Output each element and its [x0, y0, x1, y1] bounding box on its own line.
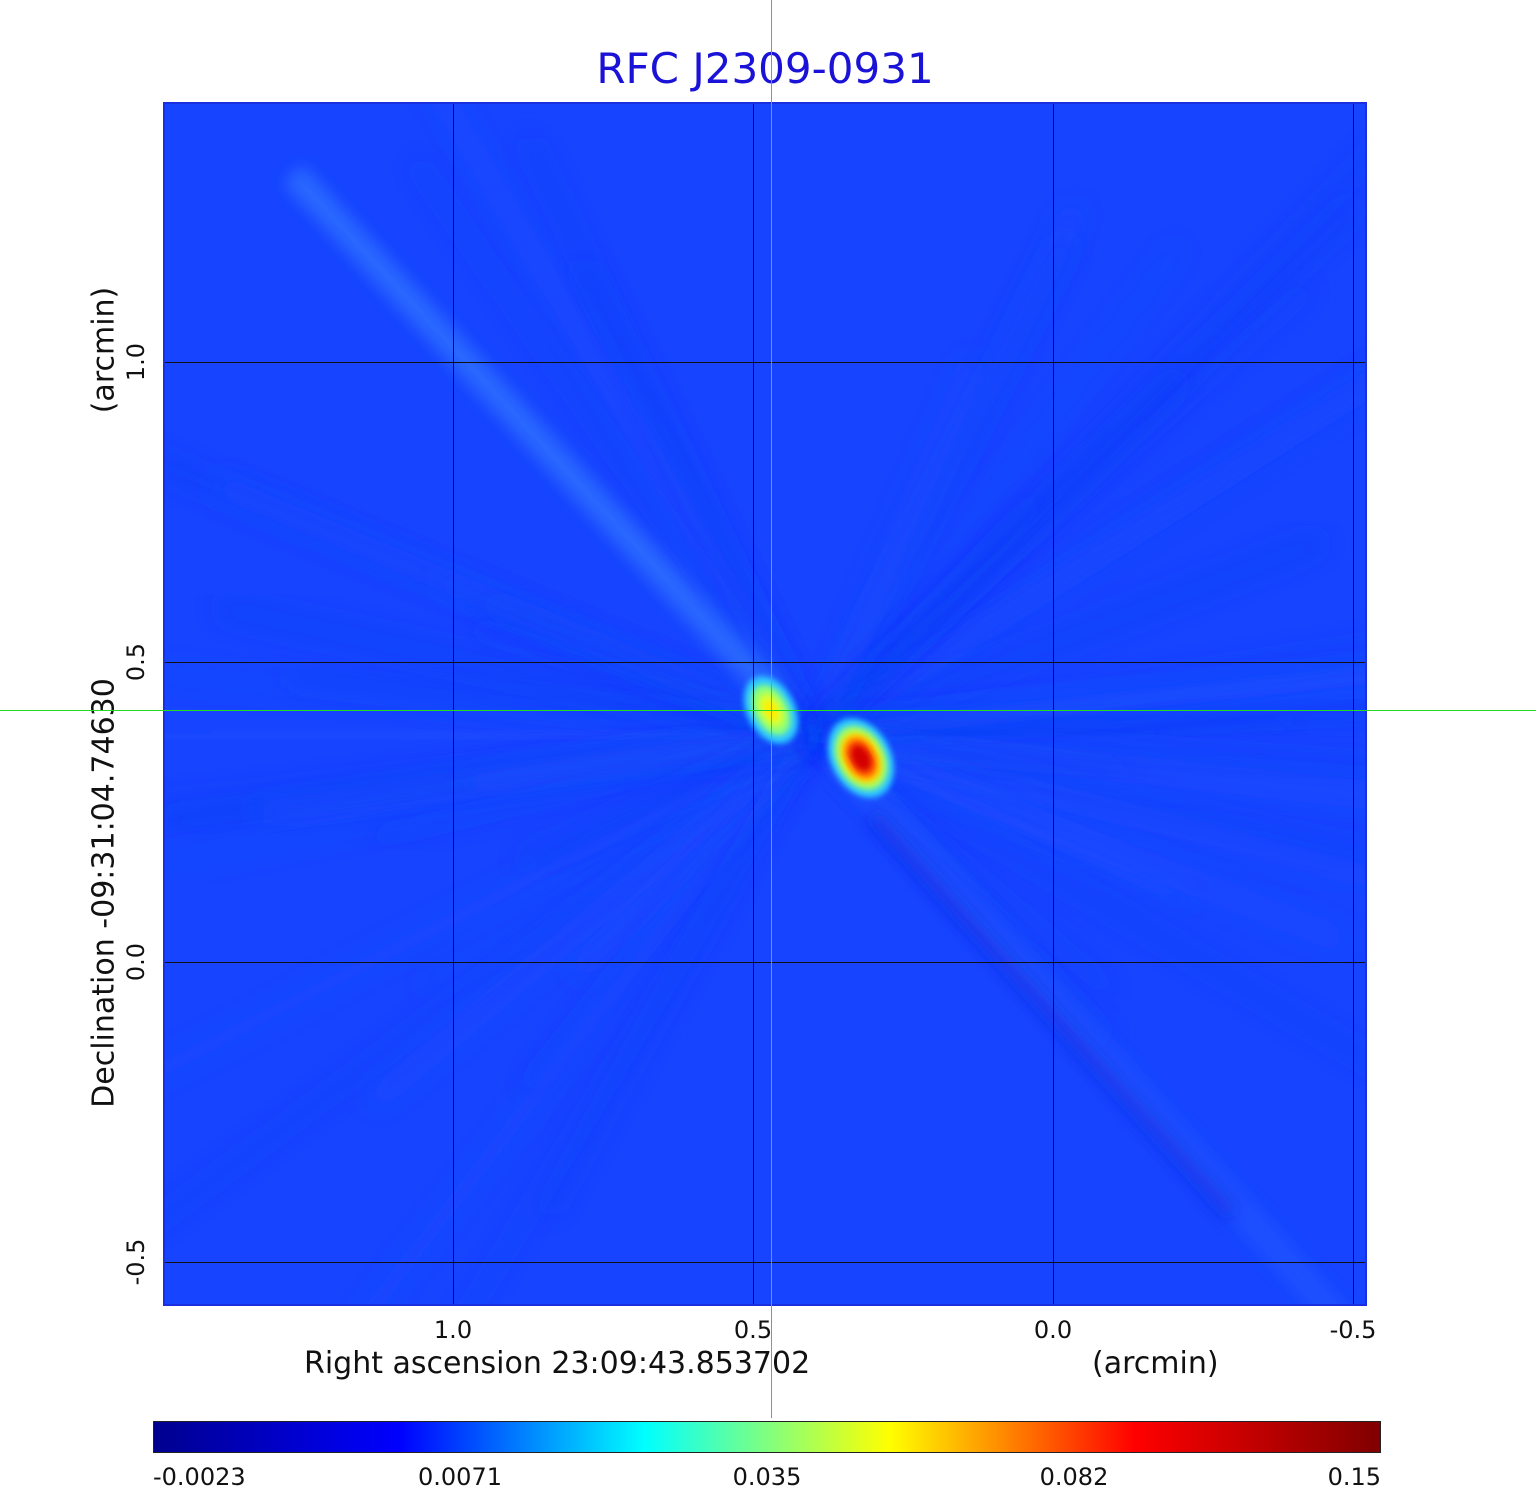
- y-tick-label: -0.5: [122, 1238, 150, 1286]
- sidelobe-streak: [165, 729, 816, 1074]
- colorbar: [153, 1421, 1381, 1453]
- sidelobe-streak: [805, 233, 1076, 738]
- y-axis-label: Declination -09:31:04.74630: [86, 678, 122, 1108]
- colorbar-tick-label: 0.15: [1327, 1463, 1381, 1491]
- colorbar-tick-label: 0.035: [732, 1463, 802, 1491]
- y-axis-unit: (arcmin): [86, 286, 122, 414]
- x-tick-label: 0.0: [1033, 1316, 1073, 1344]
- sidelobe-streak: [411, 158, 817, 737]
- sidelobe-streak: [367, 728, 818, 1109]
- jet-axis-streak: [283, 165, 783, 703]
- source-component-jet: [827, 718, 895, 798]
- grid-line-horizontal: [165, 962, 1365, 963]
- sidelobe-streak: [165, 671, 814, 738]
- grid-line-horizontal: [165, 662, 1365, 663]
- sidelobe-streak: [812, 645, 1365, 740]
- grid-line-horizontal: [165, 362, 1365, 363]
- jet-axis-streak: [821, 743, 1346, 1304]
- grid-line-horizontal: [165, 1262, 1365, 1263]
- colorbar-tick-label: -0.0023: [153, 1463, 246, 1491]
- sidelobe-streak: [202, 724, 814, 741]
- sidelobe-streak: [463, 728, 814, 792]
- chart-title: RFC J2309-0931: [596, 44, 934, 93]
- grid-line-vertical: [453, 104, 454, 1304]
- sidelobe-streak: [812, 726, 1365, 803]
- background-noise-texture: [165, 104, 1365, 1304]
- sidelobe-streak: [808, 198, 1363, 739]
- grid-line-vertical: [1353, 104, 1354, 1304]
- sidelobe-streak: [469, 732, 816, 1304]
- crosshair-horizontal: [0, 710, 1536, 711]
- colorbar-tick-label: 0.0071: [418, 1463, 502, 1491]
- sidelobe-streak: [438, 104, 819, 738]
- y-tick-label: 0.0: [122, 942, 150, 982]
- sidelobe-streak: [368, 730, 814, 843]
- source-contour: [850, 744, 872, 772]
- x-tick-label: -0.5: [1329, 1316, 1377, 1344]
- sidelobe-streak: [810, 374, 1365, 739]
- sidelobe-streak: [809, 153, 1365, 737]
- sidelobe-streak: [811, 727, 1365, 883]
- sidelobe-streak: [812, 671, 1365, 738]
- y-tick-label: 0.5: [122, 642, 150, 682]
- image-plot-area[interactable]: [163, 102, 1367, 1306]
- sidelobe-streak: [810, 533, 1326, 742]
- x-tick-label: 1.0: [433, 1316, 473, 1344]
- sidelobe-streak: [522, 136, 818, 737]
- sidelobe-streak: [810, 727, 1351, 950]
- sidelobe-streak: [812, 710, 1289, 740]
- x-axis-label: Right ascension 23:09:43.853702: [304, 1346, 811, 1381]
- sidelobe-streak: [165, 730, 816, 1221]
- x-axis-unit: (arcmin): [1092, 1346, 1219, 1381]
- sidelobe-streak: [518, 727, 816, 869]
- sidelobe-streak: [809, 243, 1184, 737]
- sidelobe-streak: [420, 730, 815, 991]
- x-tick-label: 0.5: [733, 1316, 773, 1344]
- sidelobe-streak: [369, 731, 817, 1304]
- sidelobe-streak: [215, 599, 815, 742]
- y-tick-label: 1.0: [122, 342, 150, 382]
- intensity-map: [165, 104, 1365, 1304]
- crosshair-vertical: [771, 0, 772, 1418]
- grid-line-vertical: [753, 104, 754, 1304]
- colorbar-tick-label: 0.082: [1039, 1463, 1109, 1491]
- grid-line-vertical: [1053, 104, 1054, 1304]
- sidelobe-streak: [810, 729, 1365, 1064]
